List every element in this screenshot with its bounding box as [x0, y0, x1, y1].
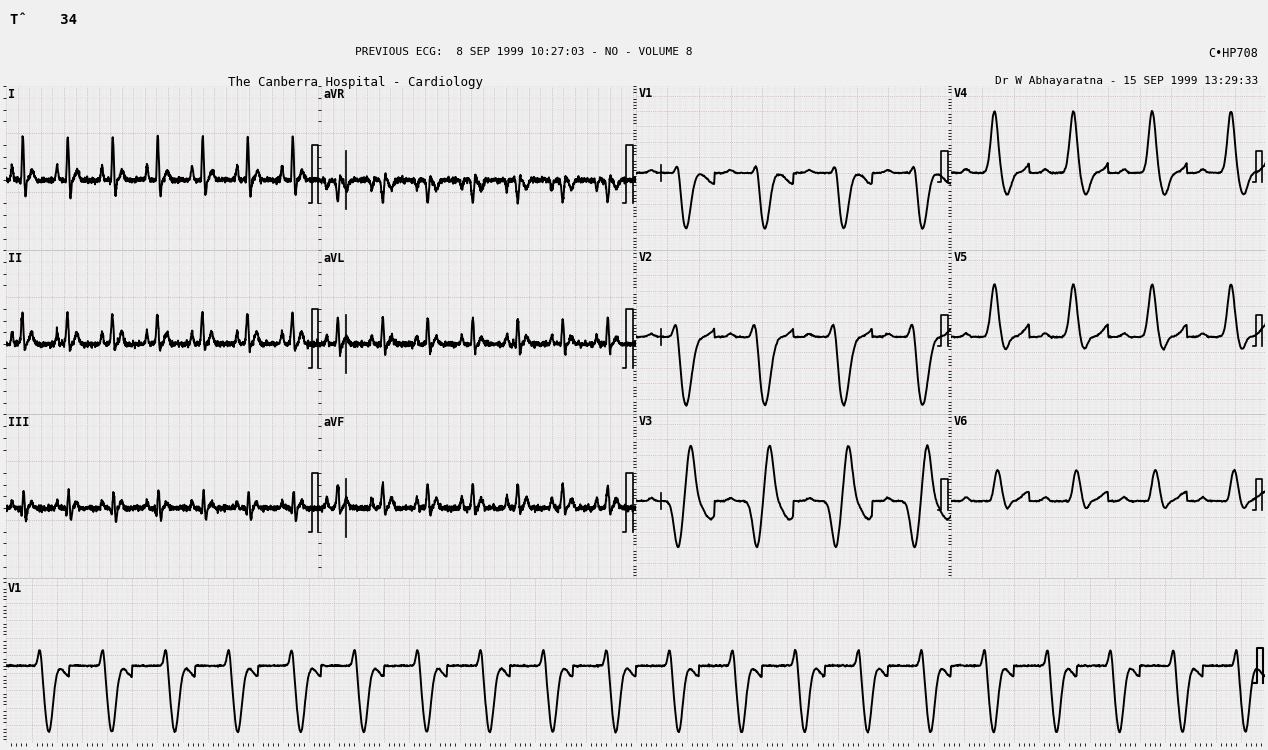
Text: V4: V4: [954, 87, 967, 100]
Text: T̂    34: T̂ 34: [10, 13, 77, 27]
Text: V2: V2: [639, 251, 653, 264]
Text: V5: V5: [954, 251, 967, 264]
Text: The Canberra Hospital - Cardiology: The Canberra Hospital - Cardiology: [228, 76, 483, 89]
Text: V1: V1: [8, 581, 22, 595]
Text: aVR: aVR: [323, 88, 345, 100]
Text: C•HP708: C•HP708: [1208, 47, 1258, 61]
Text: III: III: [9, 416, 30, 429]
Text: aVL: aVL: [323, 251, 345, 265]
Text: II: II: [9, 251, 23, 265]
Text: Dr W Abhayaratna - 15 SEP 1999 13:29:33: Dr W Abhayaratna - 15 SEP 1999 13:29:33: [994, 76, 1258, 86]
Text: PREVIOUS ECG:  8 SEP 1999 10:27:03 - NO - VOLUME 8: PREVIOUS ECG: 8 SEP 1999 10:27:03 - NO -…: [355, 47, 692, 58]
Text: aVF: aVF: [323, 416, 345, 429]
Text: V6: V6: [954, 415, 967, 428]
Text: V3: V3: [639, 415, 653, 428]
Text: V1: V1: [639, 87, 653, 100]
Text: I: I: [9, 88, 15, 100]
